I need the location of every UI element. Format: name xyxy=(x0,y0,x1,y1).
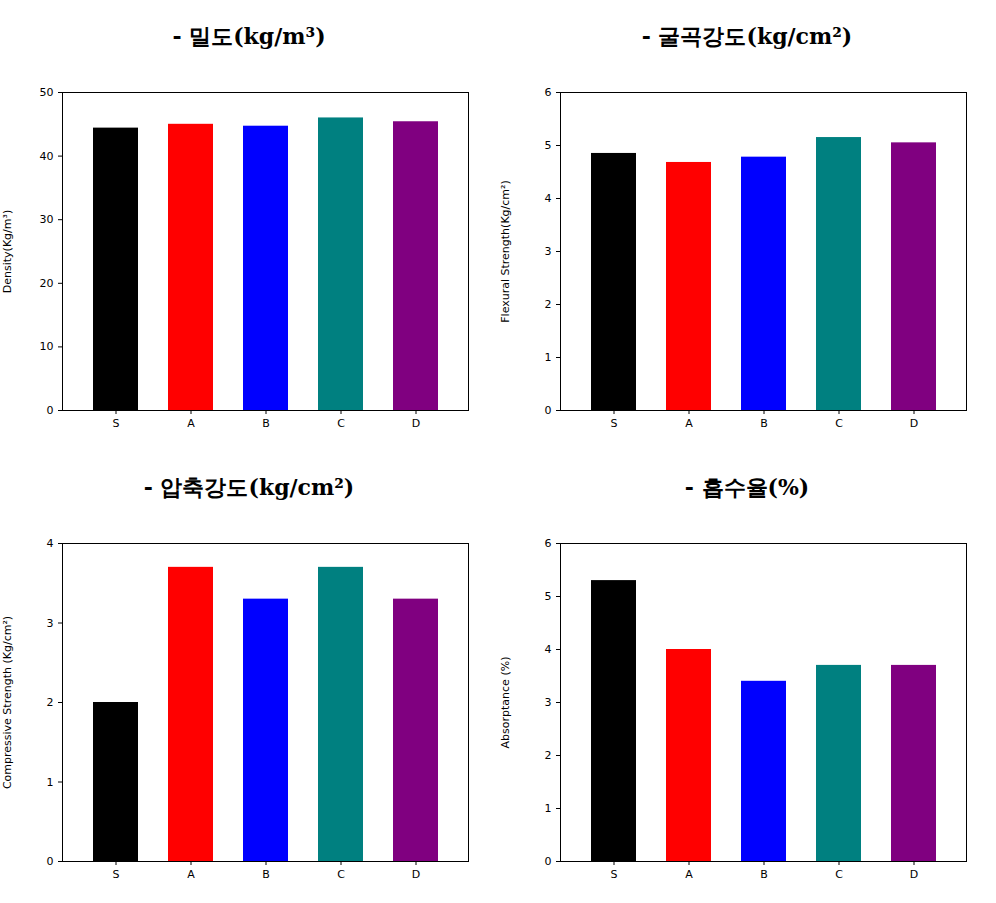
svg-text:4: 4 xyxy=(47,537,54,550)
svg-text:6: 6 xyxy=(545,86,552,99)
html-text:- 밀도(kg/m³): - 밀도(kg/m³) xyxy=(172,23,326,49)
svg-text:S: S xyxy=(113,417,120,430)
svg-text:0: 0 xyxy=(47,855,54,868)
svg-text:B: B xyxy=(262,868,270,881)
svg-text:0: 0 xyxy=(545,404,552,417)
svg-text:D: D xyxy=(910,868,918,881)
svg-text:3: 3 xyxy=(545,245,552,258)
svg-text:S: S xyxy=(113,868,120,881)
svg-text:3: 3 xyxy=(47,617,54,630)
svg-text:B: B xyxy=(760,417,768,430)
svg-text:5: 5 xyxy=(545,139,552,152)
svg-text:0: 0 xyxy=(47,404,54,417)
svg-text:S: S xyxy=(611,417,618,430)
html-text:- 압축강도(kg/cm²): - 압축강도(kg/cm²) xyxy=(143,474,355,500)
svg-text:C: C xyxy=(835,868,843,881)
html-text:- 흡수율(%): - 흡수율(%) xyxy=(684,474,810,500)
svg-text:0: 0 xyxy=(545,855,552,868)
svg-text:2: 2 xyxy=(545,749,552,762)
svg-text:50: 50 xyxy=(40,86,54,99)
svg-text:C: C xyxy=(337,868,345,881)
svg-text:5: 5 xyxy=(545,590,552,603)
svg-text:6: 6 xyxy=(545,537,552,550)
svg-text:Density(Kg/m³): Density(Kg/m³) xyxy=(1,210,14,293)
svg-text:D: D xyxy=(412,868,420,881)
svg-text:C: C xyxy=(337,417,345,430)
html-text:- 굴곡강도(kg/cm²): - 굴곡강도(kg/cm²) xyxy=(641,23,853,49)
svg-text:30: 30 xyxy=(40,213,54,226)
svg-text:Compressive Strength (Kg/cm²): Compressive Strength (Kg/cm²) xyxy=(1,616,14,789)
svg-text:20: 20 xyxy=(40,277,54,290)
svg-text:C: C xyxy=(835,417,843,430)
svg-text:Flexural Strength(Kg/cm²): Flexural Strength(Kg/cm²) xyxy=(499,180,512,323)
svg-text:S: S xyxy=(611,868,618,881)
svg-text:2: 2 xyxy=(545,298,552,311)
svg-text:2: 2 xyxy=(47,696,54,709)
svg-text:1: 1 xyxy=(545,802,552,815)
svg-text:D: D xyxy=(412,417,420,430)
svg-text:B: B xyxy=(262,417,270,430)
svg-text:A: A xyxy=(187,868,195,881)
svg-text:1: 1 xyxy=(545,351,552,364)
svg-text:A: A xyxy=(187,417,195,430)
svg-text:10: 10 xyxy=(40,340,54,353)
svg-text:1: 1 xyxy=(47,776,54,789)
svg-text:A: A xyxy=(685,868,693,881)
svg-text:4: 4 xyxy=(545,643,552,656)
svg-text:Absorptance (%): Absorptance (%) xyxy=(499,657,512,749)
svg-text:3: 3 xyxy=(545,696,552,709)
svg-text:A: A xyxy=(685,417,693,430)
svg-text:D: D xyxy=(910,417,918,430)
svg-text:40: 40 xyxy=(40,150,54,163)
svg-text:4: 4 xyxy=(545,192,552,205)
svg-text:B: B xyxy=(760,868,768,881)
